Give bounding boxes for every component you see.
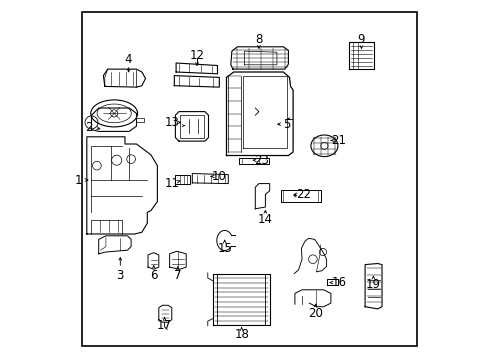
Text: 11: 11 [164,177,179,190]
Circle shape [308,255,317,264]
Circle shape [126,155,135,163]
Ellipse shape [310,135,337,157]
Text: 15: 15 [217,242,232,255]
Text: 23: 23 [254,154,269,167]
Bar [179,115,204,138]
Text: 1: 1 [74,174,82,186]
Text: 7: 7 [174,269,181,282]
Circle shape [319,248,326,256]
Text: 5: 5 [283,118,290,131]
Text: 10: 10 [211,170,226,183]
Text: 3: 3 [116,269,124,282]
Text: 22: 22 [296,188,311,201]
Text: 12: 12 [189,49,204,62]
Text: 16: 16 [331,276,346,289]
Text: 6: 6 [150,269,157,282]
Circle shape [110,110,118,117]
Text: 8: 8 [255,33,262,46]
Text: 19: 19 [365,278,380,291]
Text: 21: 21 [331,134,346,147]
Ellipse shape [97,104,131,123]
Ellipse shape [91,100,137,127]
Text: 14: 14 [257,213,272,226]
Text: 2: 2 [85,121,93,134]
Text: 18: 18 [234,328,248,341]
Text: 4: 4 [124,53,132,66]
Circle shape [92,161,101,170]
Circle shape [320,142,327,149]
Text: 17: 17 [157,319,172,332]
Circle shape [111,155,122,165]
Text: 13: 13 [164,116,179,129]
Text: 20: 20 [308,307,323,320]
Text: 9: 9 [357,33,365,46]
